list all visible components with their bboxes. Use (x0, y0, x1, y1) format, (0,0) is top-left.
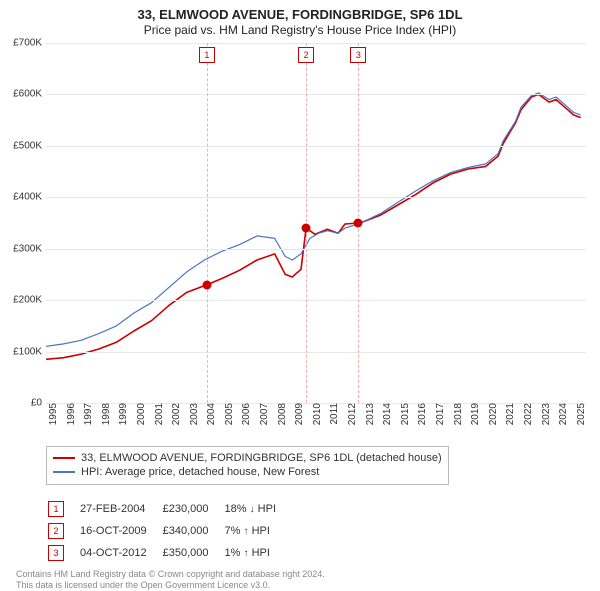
x-tick-label: 2018 (453, 403, 464, 425)
chart-subtitle: Price paid vs. HM Land Registry's House … (10, 23, 590, 37)
x-tick-label: 1996 (66, 403, 77, 425)
y-tick-label: £300K (4, 243, 42, 254)
gridline-h (46, 94, 586, 95)
x-tick-label: 2012 (347, 403, 358, 425)
x-tick-label: 2003 (189, 403, 200, 425)
event-tag: 3 (350, 47, 366, 63)
legend-swatch (53, 457, 75, 459)
x-tick-label: 2005 (224, 403, 235, 425)
arrow-down-icon: ↓ (250, 504, 255, 515)
x-tick-label: 2014 (382, 403, 393, 425)
event-date: 27-FEB-2004 (80, 499, 161, 519)
chart-container: 33, ELMWOOD AVENUE, FORDINGBRIDGE, SP6 1… (0, 0, 600, 590)
event-marker (302, 224, 311, 233)
x-tick-label: 2008 (277, 403, 288, 425)
x-tick-label: 1999 (118, 403, 129, 425)
x-tick-label: 2022 (523, 403, 534, 425)
x-tick-label: 2023 (541, 403, 552, 425)
legend-label: HPI: Average price, detached house, New … (81, 465, 319, 479)
x-tick-label: 2009 (294, 403, 305, 425)
x-tick-label: 2024 (558, 403, 569, 425)
x-tick-label: 2001 (154, 403, 165, 425)
legend-label: 33, ELMWOOD AVENUE, FORDINGBRIDGE, SP6 1… (81, 451, 442, 465)
x-tick-label: 2006 (241, 403, 252, 425)
y-tick-label: £600K (4, 89, 42, 100)
x-tick-label: 1997 (83, 403, 94, 425)
x-tick-label: 1995 (48, 403, 59, 425)
arrow-up-icon: ↑ (244, 548, 249, 559)
x-tick-label: 2011 (329, 403, 340, 425)
event-delta: 18% ↓ HPI (225, 499, 290, 519)
event-marker (202, 280, 211, 289)
footer-line-1: Contains HM Land Registry data © Crown c… (16, 569, 590, 580)
x-tick-label: 2010 (312, 403, 323, 425)
gridline-h (46, 249, 586, 250)
event-row: 3 04-OCT-2012£350,0001% ↑ HPI (48, 543, 290, 563)
legend-row: HPI: Average price, detached house, New … (53, 465, 442, 479)
plot-area: £0£100K£200K£300K£400K£500K£600K£700K199… (46, 43, 586, 404)
y-tick-label: £100K (4, 346, 42, 357)
gridline-h (46, 352, 586, 353)
y-tick-label: £200K (4, 295, 42, 306)
legend-row: 33, ELMWOOD AVENUE, FORDINGBRIDGE, SP6 1… (53, 451, 442, 465)
series-line (46, 94, 581, 359)
gridline-h (46, 300, 586, 301)
event-price: £230,000 (163, 499, 223, 519)
footer-text: Contains HM Land Registry data © Crown c… (16, 569, 590, 591)
event-number: 3 (48, 545, 64, 561)
x-tick-label: 1998 (101, 403, 112, 425)
event-line (207, 43, 208, 403)
y-tick-label: £400K (4, 192, 42, 203)
x-tick-label: 2017 (435, 403, 446, 425)
x-tick-label: 2002 (171, 403, 182, 425)
event-price: £340,000 (163, 521, 223, 541)
gridline-h (46, 43, 586, 44)
event-row: 1 27-FEB-2004£230,00018% ↓ HPI (48, 499, 290, 519)
event-price: £350,000 (163, 543, 223, 563)
event-delta: 1% ↑ HPI (225, 543, 290, 563)
series-line (46, 93, 581, 347)
gridline-h (46, 146, 586, 147)
x-tick-label: 2015 (400, 403, 411, 425)
x-tick-label: 2020 (488, 403, 499, 425)
event-marker (354, 218, 363, 227)
events-table: 1 27-FEB-2004£230,00018% ↓ HPI 2 16-OCT-200… (46, 497, 292, 565)
event-date: 04-OCT-2012 (80, 543, 161, 563)
gridline-h (46, 197, 586, 198)
event-number: 1 (48, 501, 64, 517)
event-number: 2 (48, 523, 64, 539)
x-tick-label: 2019 (470, 403, 481, 425)
event-delta: 7% ↑ HPI (225, 521, 290, 541)
chart-svg (46, 43, 586, 403)
footer-line-2: This data is licensed under the Open Gov… (16, 580, 590, 591)
event-row: 2 16-OCT-2009£340,0007% ↑ HPI (48, 521, 290, 541)
event-tag: 2 (298, 47, 314, 63)
y-tick-label: £0 (4, 397, 42, 408)
x-tick-label: 2021 (505, 403, 516, 425)
x-tick-label: 2025 (576, 403, 587, 425)
x-tick-label: 2007 (259, 403, 270, 425)
arrow-up-icon: ↑ (244, 526, 249, 537)
y-tick-label: £500K (4, 140, 42, 151)
chart-title: 33, ELMWOOD AVENUE, FORDINGBRIDGE, SP6 1… (10, 8, 590, 23)
x-tick-label: 2004 (206, 403, 217, 425)
y-tick-label: £700K (4, 37, 42, 48)
legend: 33, ELMWOOD AVENUE, FORDINGBRIDGE, SP6 1… (46, 446, 449, 485)
event-date: 16-OCT-2009 (80, 521, 161, 541)
legend-swatch (53, 471, 75, 473)
event-tag: 1 (199, 47, 215, 63)
x-tick-label: 2013 (365, 403, 376, 425)
x-tick-label: 2016 (417, 403, 428, 425)
x-tick-label: 2000 (136, 403, 147, 425)
